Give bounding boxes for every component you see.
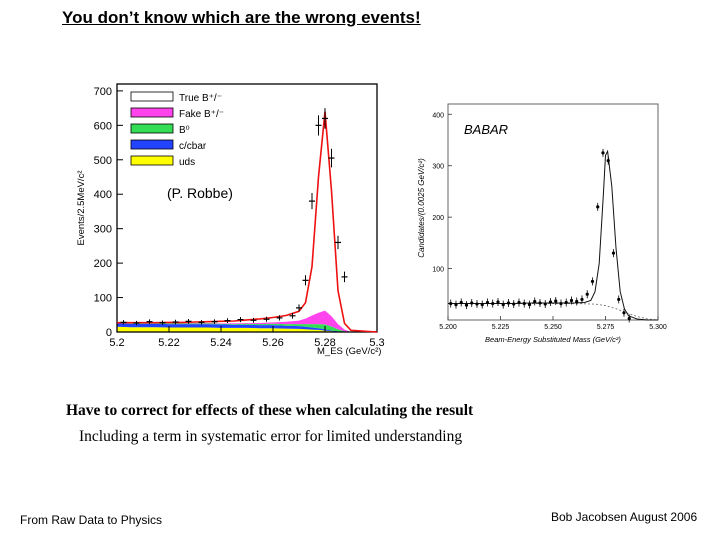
legend-swatch: [130, 107, 174, 118]
legend-swatch: [130, 123, 174, 134]
data-point: [522, 301, 526, 306]
y-tick-label: 200: [432, 215, 444, 222]
stack-area-c-cbar: [117, 323, 377, 332]
legend-label: c/cbar: [179, 141, 207, 152]
y-axis-label: Candidates/(0.0025 GeV/c²): [417, 158, 426, 258]
babar-logo: BABAR: [464, 122, 508, 137]
data-point: [548, 300, 553, 304]
data-point: [559, 301, 563, 306]
data-point: [533, 299, 537, 304]
stack-area-uds: [117, 326, 377, 332]
bullet-correction: Have to correct for effects of these whe…: [66, 402, 474, 419]
data-point: [491, 301, 495, 306]
x-tick-label: 5.2: [109, 337, 124, 349]
x-tick-label: 5.3: [369, 337, 384, 349]
footer-author-date: Bob Jacobsen August 2006: [551, 510, 698, 524]
legend-swatch: [130, 155, 174, 166]
y-tick-label: 300: [432, 164, 444, 171]
stack-area-b0: [117, 322, 377, 332]
x-tick-label: 5.250: [544, 324, 562, 331]
plot-annotation: (P. Robbe): [167, 185, 233, 201]
stack-area-fake-bpm: [117, 310, 377, 332]
data-point: [506, 301, 511, 305]
x-tick-label: 5.28: [314, 337, 335, 349]
legend-swatch: [130, 91, 174, 102]
y-tick-label: 0: [106, 327, 112, 339]
y-tick-label: 400: [432, 112, 444, 119]
y-tick-label: 100: [94, 293, 112, 305]
data-point: [485, 300, 490, 305]
x-tick-label: 5.225: [492, 324, 510, 331]
x-tick-label: 5.275: [597, 324, 615, 331]
y-tick-label: 200: [94, 258, 112, 270]
data-point: [475, 302, 479, 306]
plot-frame: [116, 83, 378, 333]
data-point: [512, 302, 516, 306]
total-fit-curve: [448, 149, 658, 321]
data-point: [627, 316, 631, 321]
data-point: [543, 302, 547, 306]
data-point: [622, 311, 626, 315]
y-tick-label: 400: [94, 189, 112, 201]
data-point: [554, 299, 558, 303]
legend-label: True B⁺/⁻: [179, 93, 222, 104]
data-point: [517, 300, 521, 305]
data-point: [449, 301, 453, 306]
data-point: [538, 301, 542, 305]
footer-course-title: From Raw Data to Physics: [20, 513, 163, 527]
right-babar-plot: 100 200 300 400 5.200 5.225 5.250 5.275 5.300 Bea…: [417, 103, 667, 344]
y-tick-label: 700: [94, 86, 112, 98]
data-point: [596, 205, 600, 209]
data-point: [611, 251, 616, 255]
data-point: [527, 302, 532, 307]
y-tick-label: 600: [94, 120, 112, 132]
data-point: [569, 298, 574, 303]
left-stacked-histogram: 0 100 200 300 400 500 600 700 5.2 5.22 5.24 5.26 5.2…: [76, 83, 385, 357]
data-point: [459, 300, 463, 305]
data-point: [464, 303, 469, 307]
data-point: [617, 297, 621, 302]
data-point: [601, 151, 605, 155]
x-tick-label: 5.22: [158, 337, 179, 349]
data-point: [580, 297, 584, 302]
y-tick-label: 500: [94, 155, 112, 167]
data-point: [496, 300, 500, 304]
y-tick-label: 100: [432, 267, 444, 274]
x-tick-label: 5.300: [649, 324, 667, 331]
legend-label: B⁰: [179, 125, 190, 136]
data-point: [606, 158, 610, 163]
legend-label: uds: [179, 157, 195, 168]
bullet-systematic-error: Including a term in systematic error for…: [79, 428, 463, 445]
x-tick-label: 5.200: [439, 324, 457, 331]
data-point: [585, 292, 589, 296]
data-point: [454, 302, 458, 307]
legend-label: Fake B⁺/⁻: [179, 109, 224, 120]
data-point: [575, 299, 579, 304]
y-axis-label: Events/2.5MeV/c²: [76, 171, 87, 246]
data-point: [470, 301, 474, 305]
x-axis-label: Beam-Energy Substituted Mass (GeV/c²): [485, 335, 621, 344]
data-point: [480, 302, 484, 307]
data-point: [590, 279, 595, 284]
data-point: [564, 300, 568, 305]
x-tick-label: 5.26: [262, 337, 283, 349]
x-axis-label: M_ES (GeV/c²): [317, 346, 381, 357]
y-tick-label: 300: [94, 224, 112, 236]
slide-title: You don’t know which are the wrong event…: [62, 8, 421, 27]
x-tick-label: 5.24: [210, 337, 231, 349]
legend-swatch: [130, 139, 174, 150]
data-point: [501, 302, 505, 307]
